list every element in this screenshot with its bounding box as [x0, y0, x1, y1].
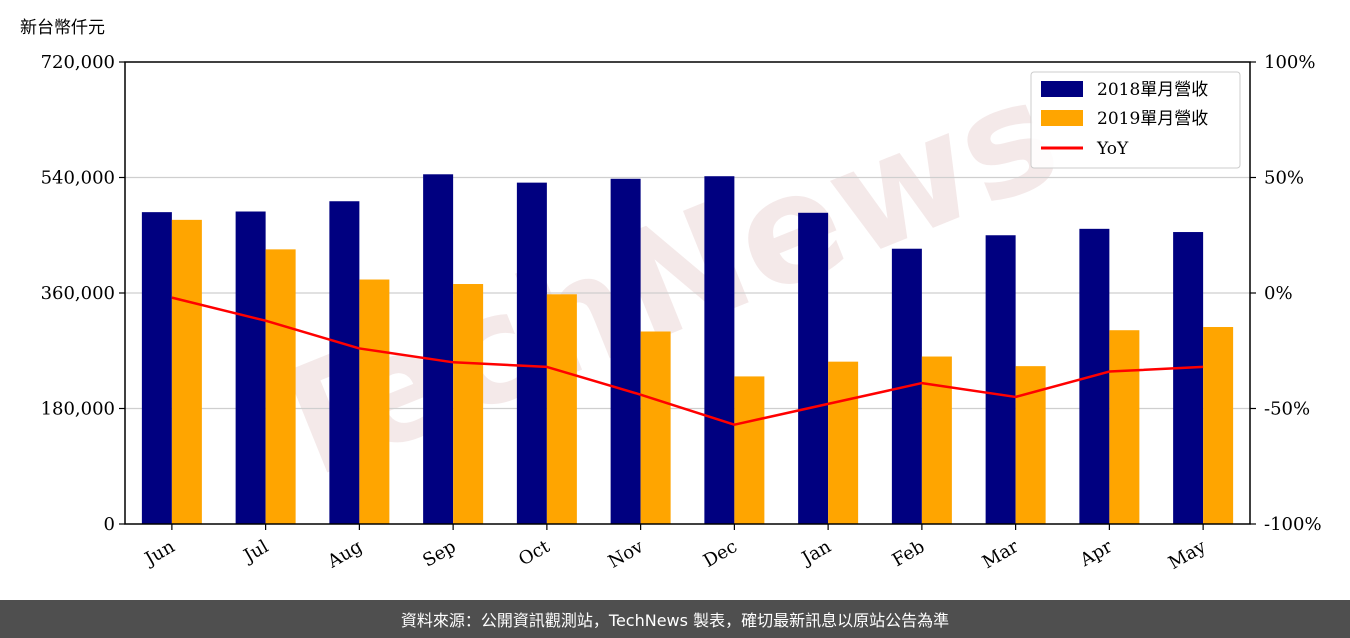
legend-label-2018: 2018單月營收	[1097, 80, 1208, 100]
y-right-tick-label: -100%	[1264, 514, 1322, 535]
legend-swatch-2019	[1041, 110, 1083, 126]
y-right-tick-label: 50%	[1264, 168, 1304, 189]
x-tick-label: Mar	[979, 536, 1023, 573]
bar-2019	[734, 376, 765, 524]
x-tick-label: Dec	[700, 536, 741, 572]
legend-box	[1030, 71, 1241, 169]
bar-2019	[453, 284, 484, 524]
bar-2018	[1173, 232, 1204, 524]
legend: 2018單月營收 2019單月營收 YoY	[1030, 71, 1241, 169]
unit-label: 新台幣仟元	[20, 18, 105, 38]
y-left-tick-label: 360,000	[41, 283, 115, 304]
bar-2018	[423, 174, 454, 524]
x-tick-label: Sep	[419, 536, 459, 571]
legend-swatch-2018	[1041, 81, 1083, 97]
chart: 新台幣仟元 TechNews 0180,000360,000540,000720…	[20, 18, 1322, 574]
footer-text: 資料來源：公開資訊觀測站，TechNews 製表，確切最新訊息以原站公告為準	[400, 611, 950, 630]
y-right-tick-label: 100%	[1264, 52, 1315, 73]
bar-2019	[1109, 330, 1140, 524]
bar-2018	[141, 212, 172, 524]
yoy-line	[171, 296, 1204, 426]
y-left-tick-label: 540,000	[41, 168, 115, 189]
bar-2019	[171, 219, 202, 524]
legend-label-2019: 2019單月營收	[1097, 109, 1208, 129]
x-tick-label: Jul	[239, 536, 273, 568]
x-tick-label: Aug	[323, 536, 366, 573]
x-tick-label: Jan	[797, 536, 835, 570]
yoy-line-group	[171, 296, 1204, 426]
bars	[141, 174, 1234, 525]
x-tick-label: Oct	[515, 536, 554, 571]
bar-2018	[985, 235, 1016, 524]
y-right-tick-label: 0%	[1264, 283, 1293, 304]
bar-2019	[828, 361, 859, 524]
y-right-tick-label: -50%	[1264, 399, 1310, 420]
bar-2018	[798, 212, 829, 524]
legend-label-yoy: YoY	[1096, 139, 1129, 159]
bar-2019	[1203, 327, 1234, 524]
x-tick-label: May	[1165, 536, 1210, 574]
bar-2019	[546, 294, 577, 524]
bar-2018	[516, 182, 547, 524]
x-tick-label: Apr	[1076, 536, 1116, 571]
bar-2019	[359, 279, 390, 524]
bar-2018	[704, 176, 735, 524]
x-tick-label: Jun	[140, 536, 179, 571]
x-tick-label: Feb	[889, 536, 929, 571]
y-left-tick-label: 0	[104, 514, 115, 535]
y-left-tick-label: 720,000	[41, 52, 115, 73]
x-tick-label: Nov	[605, 536, 648, 573]
bar-2019	[640, 331, 671, 524]
source-footer: 資料來源：公開資訊觀測站，TechNews 製表，確切最新訊息以原站公告為準	[0, 600, 1350, 638]
bar-2018	[235, 211, 266, 524]
bar-2018	[329, 201, 360, 524]
y-left-tick-label: 180,000	[41, 399, 115, 420]
bar-2019	[921, 356, 952, 524]
bar-2018	[610, 178, 641, 525]
bar-2019	[265, 249, 296, 524]
